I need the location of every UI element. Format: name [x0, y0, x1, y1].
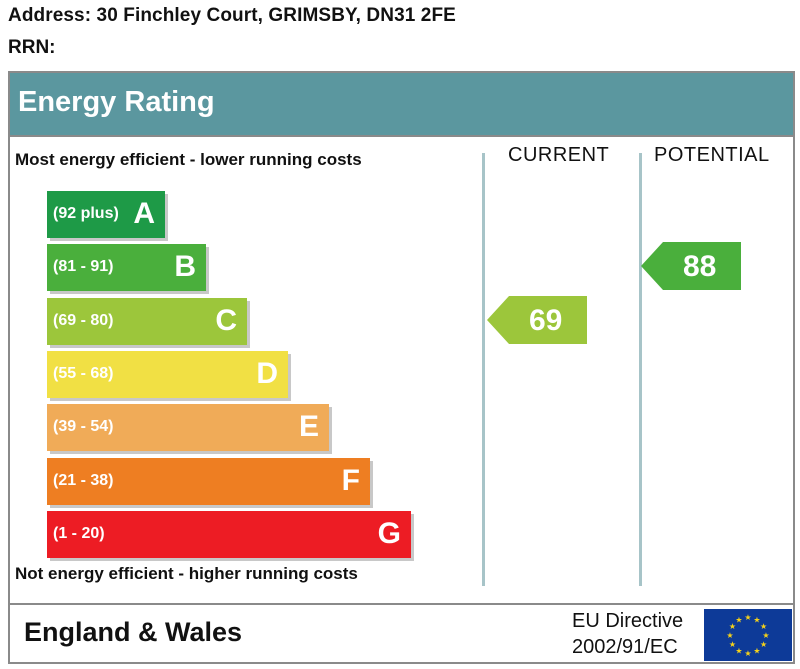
- eu-flag-icon: ★ ★ ★ ★ ★ ★ ★ ★ ★ ★ ★ ★: [704, 609, 792, 661]
- band-letter-label: A: [133, 197, 155, 230]
- band-range-label: (69 - 80): [53, 311, 114, 329]
- band-a: (92 plus) A: [47, 191, 165, 238]
- band-range-label: (92 plus): [53, 205, 119, 222]
- eu-star-icon: ★: [760, 640, 767, 649]
- band-g: (1 - 20) G: [47, 510, 411, 558]
- band-d: (55 - 68) D: [47, 350, 288, 398]
- band-f: (21 - 38) F: [47, 457, 370, 505]
- eu-star-icon: ★: [753, 615, 760, 624]
- address-label: Address: 30 Finchley Court, GRIMSBY, DN3…: [8, 5, 456, 26]
- chart-title: Energy Rating: [18, 86, 215, 118]
- column-divider-potential: [639, 153, 642, 586]
- band-letter-label: C: [215, 303, 237, 337]
- band-c: (69 - 80) C: [47, 297, 247, 345]
- band-letter-label: E: [298, 410, 319, 444]
- band-range-label: (81 - 91): [53, 258, 114, 276]
- eu-star-icon: ★: [744, 613, 751, 622]
- inefficient-note: Not energy efficient - higher running co…: [15, 564, 358, 583]
- current-column-header: CURRENT: [508, 144, 610, 166]
- potential-column-header: POTENTIAL: [654, 144, 770, 166]
- band-range-label: (1 - 20): [53, 524, 105, 542]
- band-b: (81 - 91) B: [47, 244, 206, 292]
- band-range-label: (21 - 38): [53, 471, 114, 489]
- eu-star-icon: ★: [760, 622, 767, 631]
- current-rating-arrow-value: 69: [529, 303, 563, 337]
- efficient-note: Most energy efficient - lower running co…: [15, 150, 362, 169]
- chart-footer: England & Wales EU Directive 2002/91/EC …: [10, 603, 793, 664]
- band-letter-label: B: [174, 250, 196, 284]
- column-divider-current: [482, 153, 485, 586]
- band-range-label: (55 - 68): [53, 364, 114, 382]
- energy-rating-chart: Energy Rating Most energy efficient - lo…: [8, 71, 795, 664]
- eu-star-icon: ★: [729, 622, 736, 631]
- eu-star-icon: ★: [729, 640, 736, 649]
- eu-directive-line1: EU Directive: [572, 610, 684, 632]
- eu-star-icon: ★: [762, 631, 769, 640]
- eu-star-icon: ★: [744, 649, 751, 658]
- band-letter-label: G: [377, 516, 401, 550]
- chart-header: Energy Rating: [10, 73, 793, 137]
- potential-rating-arrow-value: 88: [683, 250, 717, 284]
- eu-star-icon: ★: [735, 647, 742, 656]
- eu-star-icon: ★: [726, 631, 733, 640]
- band-range-label: (39 - 54): [53, 418, 114, 436]
- band-e: (39 - 54) E: [47, 404, 329, 452]
- current-rating-arrow-shape: [487, 295, 587, 344]
- eu-star-icon: ★: [753, 647, 760, 656]
- eu-directive-line2: 2002/91/EC: [572, 636, 678, 658]
- current-rating-arrow: 69: [487, 295, 587, 344]
- eu-star-icon: ★: [735, 615, 742, 624]
- eu-directive-label: EU Directive 2002/91/EC: [572, 608, 683, 660]
- region-label: England & Wales: [24, 617, 243, 647]
- potential-rating-arrow-shape: [641, 242, 741, 291]
- rrn-label: RRN:: [8, 37, 56, 58]
- potential-rating-arrow: 88: [641, 242, 741, 291]
- band-letter-label: D: [256, 356, 278, 390]
- band-letter-label: F: [341, 463, 360, 497]
